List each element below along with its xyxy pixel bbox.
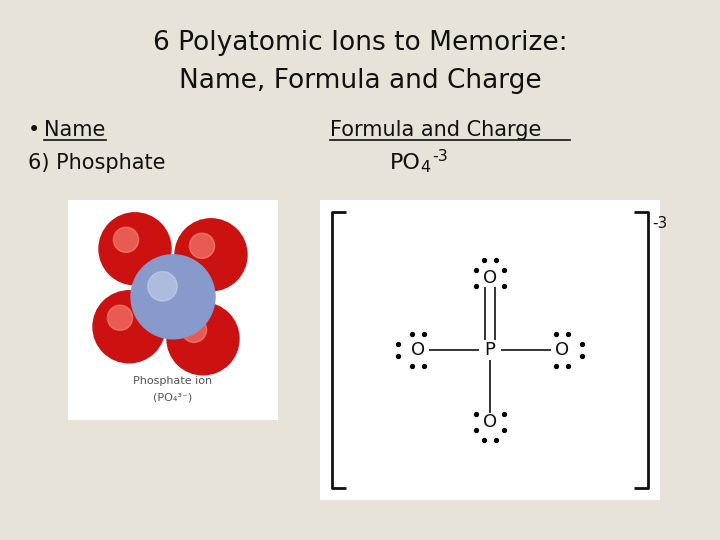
Text: Name, Formula and Charge: Name, Formula and Charge (179, 68, 541, 94)
Circle shape (189, 233, 215, 259)
Text: O: O (483, 269, 497, 287)
Text: PO: PO (390, 153, 421, 173)
Text: 6) Phosphate: 6) Phosphate (28, 153, 166, 173)
Text: Name: Name (44, 120, 105, 140)
Text: O: O (411, 341, 425, 359)
Text: Formula and Charge: Formula and Charge (330, 120, 541, 140)
Circle shape (93, 291, 165, 363)
Text: O: O (483, 413, 497, 431)
Circle shape (114, 227, 138, 252)
Circle shape (99, 213, 171, 285)
Text: O: O (555, 341, 569, 359)
Text: P: P (485, 341, 495, 359)
Text: 4: 4 (420, 160, 430, 175)
Text: Phosphate ion: Phosphate ion (133, 376, 212, 386)
Text: -3: -3 (652, 216, 667, 231)
Circle shape (181, 317, 207, 342)
Bar (68, 200, 278, 420)
Circle shape (107, 305, 132, 330)
Text: (PO₄³⁻): (PO₄³⁻) (153, 392, 193, 402)
Circle shape (131, 255, 215, 339)
Circle shape (175, 219, 247, 291)
Circle shape (148, 272, 177, 301)
Circle shape (167, 303, 239, 375)
Text: 6 Polyatomic Ions to Memorize:: 6 Polyatomic Ions to Memorize: (153, 30, 567, 56)
Text: -3: -3 (432, 149, 448, 164)
Text: •: • (28, 120, 40, 140)
Bar (320, 200, 660, 500)
